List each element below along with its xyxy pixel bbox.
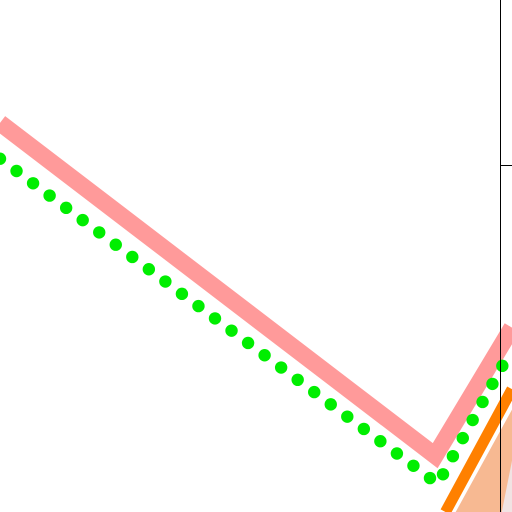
series-1-point-12 bbox=[192, 299, 205, 313]
series-1-point-22 bbox=[357, 422, 371, 436]
series-1-point-14 bbox=[225, 324, 238, 337]
axis-layer bbox=[500, 0, 512, 512]
series-1-point-10 bbox=[159, 275, 172, 288]
series-1-point-31 bbox=[476, 395, 489, 409]
series-1-point-15 bbox=[241, 336, 255, 350]
series-1-point-6 bbox=[93, 226, 106, 239]
series-1-point-27 bbox=[436, 468, 450, 481]
series-1-point-25 bbox=[407, 459, 420, 472]
series-1-point-2 bbox=[26, 177, 40, 190]
series-1-point-13 bbox=[208, 312, 222, 325]
bands-layer bbox=[455, 409, 512, 512]
series-layer bbox=[0, 116, 512, 512]
series-0-line bbox=[0, 116, 512, 469]
series-1-point-17 bbox=[274, 361, 288, 374]
series-1-point-4 bbox=[59, 201, 73, 215]
series-1-point-29 bbox=[456, 431, 469, 445]
series-1-point-21 bbox=[341, 410, 354, 423]
series-1-point-24 bbox=[390, 447, 404, 460]
series-1-point-28 bbox=[446, 449, 460, 463]
series-1-point-16 bbox=[258, 349, 271, 362]
series-1-point-9 bbox=[142, 263, 156, 276]
band-area-1 bbox=[501, 460, 512, 512]
series-1-point-19 bbox=[308, 385, 321, 399]
series-1-point-18 bbox=[291, 373, 304, 387]
band-area-0 bbox=[455, 409, 512, 512]
series-1-point-20 bbox=[324, 398, 337, 411]
series-1-point-33 bbox=[496, 359, 509, 373]
series-1-point-3 bbox=[43, 189, 56, 202]
series-1-point-32 bbox=[486, 377, 499, 391]
series-1-point-0 bbox=[0, 152, 7, 165]
series-1-point-26 bbox=[423, 471, 437, 485]
series-1-point-7 bbox=[109, 238, 122, 251]
series-1-point-11 bbox=[175, 287, 189, 301]
series-1-point-5 bbox=[76, 213, 89, 227]
series-1-point-23 bbox=[374, 435, 387, 448]
series-1-point-30 bbox=[466, 413, 479, 427]
series-1-point-8 bbox=[126, 250, 139, 264]
series-1-point-1 bbox=[10, 164, 23, 178]
